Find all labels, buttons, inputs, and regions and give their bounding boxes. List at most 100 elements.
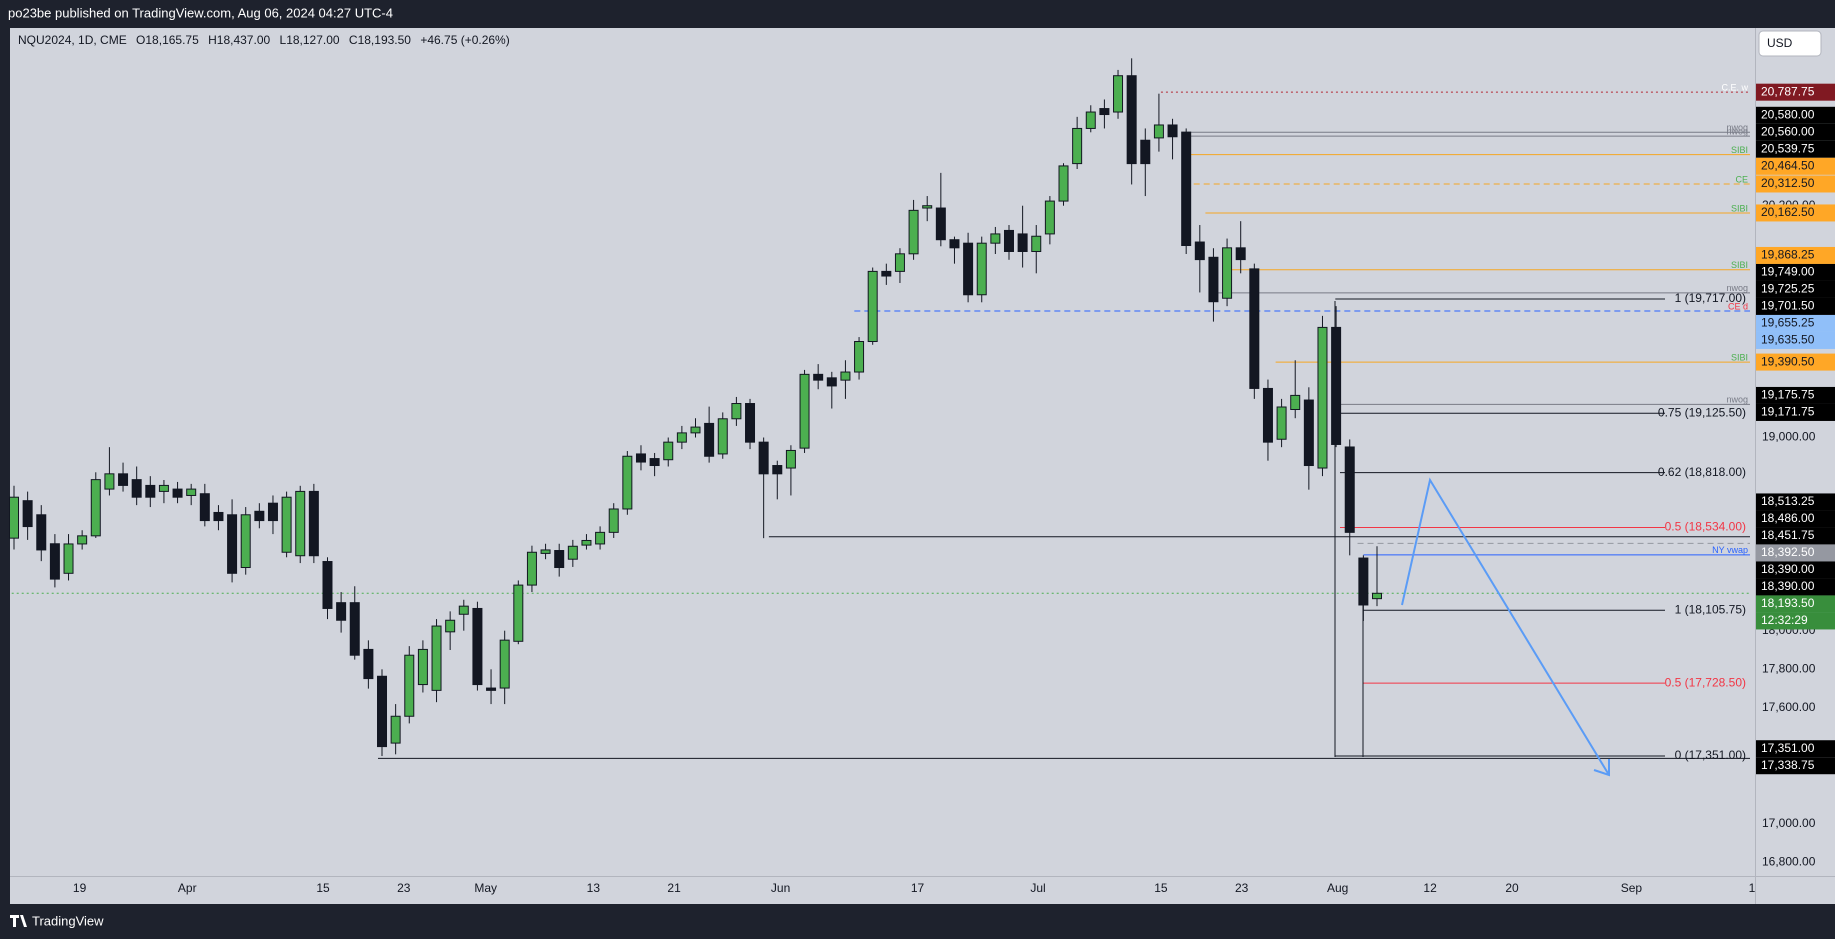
level-label: nwog [1726,127,1748,137]
high: H18,437.00 [208,33,270,47]
candle-body [1167,124,1178,138]
candle-body [745,403,756,443]
price-tag-label: 20,162.50 [1761,205,1815,219]
candle-body [567,545,578,560]
price-tag-label: 20,312.50 [1761,176,1815,190]
price-tag [1756,386,1835,404]
candle-body [363,648,374,680]
price-tag [1756,314,1835,332]
fib-label: 0.5 (18,534.00) [1665,520,1746,534]
currency-button[interactable] [1758,30,1822,57]
candle-body [1072,127,1083,165]
price-tag [1756,106,1835,124]
x-tick-label: Sep [1621,881,1643,895]
x-tick-label: 15 [316,881,330,895]
price-tag-label: 17,351.00 [1761,741,1815,755]
price-tag [1756,561,1835,579]
candle-body [336,602,347,621]
fib-label: 1 (19,717.00) [1675,291,1746,305]
price-tag [1756,757,1835,775]
price-tag [1756,578,1835,596]
currency-label[interactable]: USD [1767,36,1793,50]
candle-body [186,488,197,496]
level-label: C.E. w [1721,83,1748,93]
price-tag-label: 19,390.50 [1761,354,1815,368]
candle-body [1181,131,1192,247]
candle-body [22,500,33,528]
level-label: nwog [1726,395,1748,405]
candle-body [554,550,565,569]
candle-body [1153,124,1164,139]
candle-body [854,341,865,373]
fib-label: 0.62 (18,818.00) [1658,465,1746,479]
price-tag-label: 20,539.75 [1761,141,1815,155]
x-tick-label: 13 [587,881,601,895]
candle-body [1085,111,1096,129]
candle-body [1262,387,1273,443]
candle-body [458,605,469,615]
y-tick-label: 17,600.00 [1762,700,1816,714]
x-tick-label: 17 [911,881,925,895]
arrow-head [1593,759,1610,777]
candle-body [649,458,660,467]
price-tag-label: 18,390.00 [1761,579,1815,593]
candle-body [635,453,646,463]
candle-body [49,543,60,580]
price-tag-label: 18,392.50 [1761,545,1815,559]
price-tag-label: 20,787.75 [1761,84,1815,98]
price-tag-label: 17,338.75 [1761,758,1815,772]
candle-body [267,502,278,522]
x-tick-label: 12 [1423,881,1437,895]
candle-body [840,371,851,381]
price-tag-label: 19,701.50 [1761,299,1815,313]
candle-body [499,639,510,689]
price-tag [1756,140,1835,158]
price-tag [1756,527,1835,545]
x-tick-label: 15 [1154,881,1168,895]
candle-body [377,675,388,748]
candle-body [36,514,47,551]
price-tag [1756,83,1835,101]
symbol: NQU2024, 1D, CME [18,33,127,47]
price-tag [1756,544,1835,562]
price-tag [1756,280,1835,298]
candle-body [77,535,88,545]
candle-body [772,465,783,475]
price-tag [1756,263,1835,281]
candle-body [104,473,115,490]
candle-body [758,441,769,475]
price-tag-label: 19,749.00 [1761,265,1815,279]
candle-body [1126,75,1137,165]
candle-body [704,422,715,457]
candle-body [881,270,892,277]
price-tag [1756,353,1835,371]
candle-body [1044,200,1055,235]
candle-body [158,484,169,492]
candle-body [595,531,606,545]
candle-body [717,418,728,455]
candle-body [663,441,674,461]
candle-body [826,377,837,387]
candle-body [131,479,142,498]
price-tag-label: 19,655.25 [1761,316,1815,330]
y-tick-label: 19,000.00 [1762,430,1816,444]
price-tag-label: 19,635.50 [1761,333,1815,347]
candle-body [908,209,919,255]
candle-body [1017,233,1028,252]
candle-body [990,233,1001,244]
y-tick-label: 17,800.00 [1762,661,1816,675]
candle-body [213,511,224,522]
price-tag-label: 19,725.25 [1761,282,1815,296]
candle-body [145,484,156,498]
x-tick-label: Aug [1327,881,1348,895]
level-label: SIBI [1731,260,1748,270]
candle-body [404,654,415,717]
candle-body [281,496,292,553]
price-tag-label: 19,175.75 [1761,388,1815,402]
candle-body [9,496,19,539]
level-label: SIBI [1731,203,1748,213]
countdown-label: 12:32:29 [1761,613,1808,627]
